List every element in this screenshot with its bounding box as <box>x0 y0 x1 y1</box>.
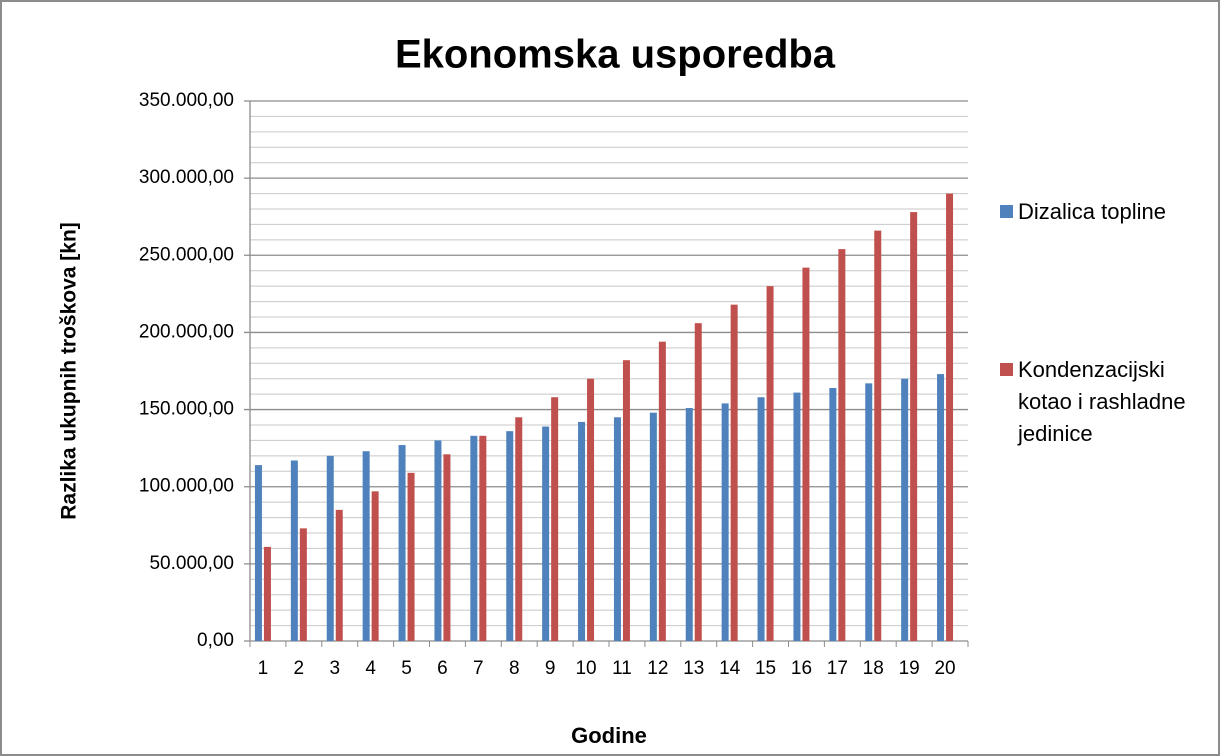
legend-item: Dizalica topline <box>1000 196 1200 228</box>
bar <box>443 454 451 641</box>
bar <box>299 528 307 641</box>
x-tick-label: 6 <box>437 658 448 679</box>
bar <box>658 341 666 641</box>
y-tick-label: 150.000,00 <box>139 399 234 420</box>
bar <box>613 417 621 641</box>
x-tick-label: 3 <box>329 658 340 679</box>
legend-label: Kondenzacijski kotao i rashladne jedinic… <box>1018 357 1186 446</box>
x-tick-label: 16 <box>791 658 812 679</box>
x-tick-label: 14 <box>719 658 741 679</box>
bar <box>371 491 379 641</box>
legend: Dizalica topline Kondenzacijski kotao i r… <box>1000 196 1200 450</box>
x-tick-label: 2 <box>294 658 305 679</box>
bar <box>793 392 801 641</box>
bar <box>551 397 559 641</box>
x-tick-label: 10 <box>575 658 596 679</box>
x-tick-label: 1 <box>258 658 269 679</box>
y-tick-label: 300.000,00 <box>139 167 234 188</box>
bar <box>649 412 657 641</box>
bar <box>937 374 945 641</box>
bar <box>542 426 550 641</box>
legend-swatch <box>1000 205 1013 218</box>
bar <box>434 440 442 641</box>
chart-title: Ekonomska usporedba <box>395 33 836 77</box>
y-tick-label: 200.000,00 <box>139 321 234 342</box>
bar <box>254 465 262 641</box>
x-tick-label: 13 <box>683 658 704 679</box>
bar <box>694 323 702 641</box>
bar <box>326 455 334 641</box>
x-tick-label: 12 <box>647 658 668 679</box>
x-tick-label: 5 <box>401 658 412 679</box>
legend-label: Dizalica topline <box>1018 199 1166 224</box>
bar <box>802 267 810 641</box>
bar <box>865 383 873 641</box>
bar <box>578 421 586 641</box>
bar <box>479 435 487 641</box>
bar <box>721 403 729 641</box>
bar <box>946 193 954 642</box>
legend-item: Kondenzacijski kotao i rashladne jedinic… <box>1000 354 1200 450</box>
x-tick-label: 8 <box>509 658 520 679</box>
bar <box>407 472 415 641</box>
x-axis-label: Godine <box>571 723 647 748</box>
bar <box>263 546 271 641</box>
y-tick-label: 250.000,00 <box>139 244 234 265</box>
y-tick-label: 100.000,00 <box>139 476 234 497</box>
bar <box>757 397 765 641</box>
x-tick-label: 15 <box>755 658 776 679</box>
y-tick-label: 50.000,00 <box>149 553 234 574</box>
x-tick-label: 19 <box>899 658 920 679</box>
bar <box>685 408 693 641</box>
bar <box>290 460 298 641</box>
x-tick-label: 7 <box>473 658 484 679</box>
y-tick-label: 350.000,00 <box>139 90 234 111</box>
bar <box>362 451 370 641</box>
bar <box>622 360 630 641</box>
bar <box>829 387 837 641</box>
bar <box>730 304 738 641</box>
bar <box>910 212 918 642</box>
bar <box>766 286 774 641</box>
bar <box>901 378 909 641</box>
y-tick-label: 0,00 <box>197 630 234 651</box>
bar <box>470 435 478 641</box>
x-tick-label: 18 <box>863 658 884 679</box>
y-axis-label: Razlika ukupnih troškova [kn] <box>58 222 81 520</box>
x-tick-label: 4 <box>365 658 376 679</box>
x-tick-label: 11 <box>612 658 632 679</box>
bar <box>587 378 595 641</box>
bar <box>515 417 523 641</box>
bar <box>506 431 514 641</box>
x-tick-label: 17 <box>827 658 848 679</box>
bar <box>838 249 846 641</box>
x-tick-label: 20 <box>934 658 955 679</box>
x-tick-label: 9 <box>545 658 556 679</box>
bar <box>874 230 882 641</box>
legend-swatch <box>1000 363 1013 376</box>
bar <box>335 509 343 641</box>
bar <box>398 445 406 641</box>
